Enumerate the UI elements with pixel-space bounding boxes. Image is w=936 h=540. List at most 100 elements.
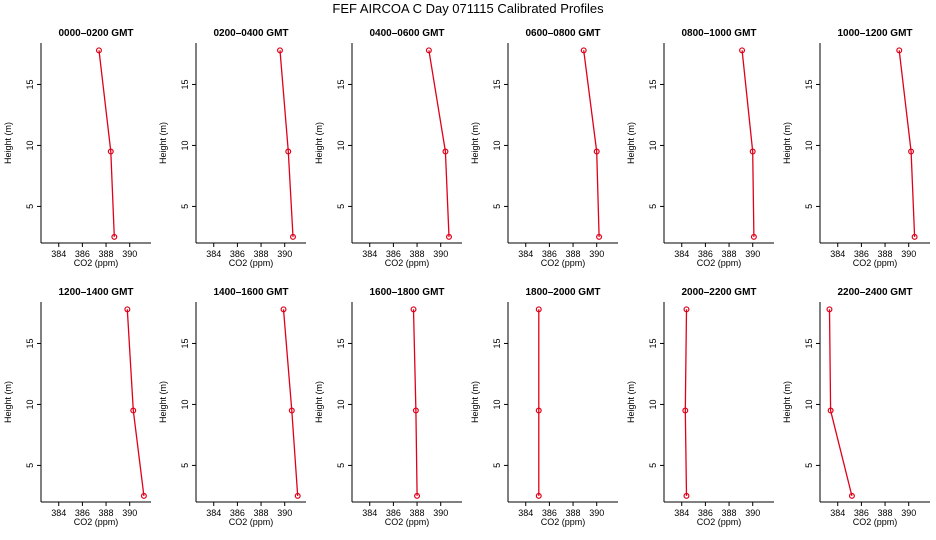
x-axis-label: CO2 (ppm) [541, 517, 586, 527]
panel-title: 0400–0600 GMT [369, 28, 444, 39]
x-tick-label: 390 [745, 508, 760, 518]
data-point [95, 47, 102, 54]
y-tick-label: 10 [336, 399, 346, 409]
y-axis-label: Height (m) [782, 381, 792, 423]
data-point [280, 306, 287, 313]
x-tick-label: 384 [674, 508, 689, 518]
x-axis-label: CO2 (ppm) [74, 517, 119, 527]
y-tick-label: 5 [648, 463, 658, 468]
x-tick-label: 386 [542, 508, 557, 518]
chart-title: FEF AIRCOA C Day 071115 Calibrated Profi… [332, 1, 604, 16]
x-tick-label: 390 [277, 249, 292, 259]
y-tick-label: 15 [336, 338, 346, 348]
y-axis-label: Height (m) [470, 381, 480, 423]
y-axis-label: Height (m) [158, 122, 168, 164]
y-tick-label: 10 [25, 399, 35, 409]
data-point [826, 306, 833, 313]
x-tick-label: 386 [854, 249, 869, 259]
x-axis-label: CO2 (ppm) [229, 517, 274, 527]
y-tick-label: 15 [25, 338, 35, 348]
data-point [285, 148, 292, 155]
y-tick-label: 10 [804, 399, 814, 409]
x-tick-label: 386 [542, 249, 557, 259]
y-tick-label: 5 [648, 204, 658, 209]
x-tick-label: 388 [566, 508, 581, 518]
y-tick-label: 10 [648, 140, 658, 150]
x-axis-label: CO2 (ppm) [385, 258, 430, 268]
data-point [739, 47, 746, 54]
data-point [593, 148, 600, 155]
y-axis-label: Height (m) [3, 122, 13, 164]
x-axis-label: CO2 (ppm) [74, 258, 119, 268]
y-tick-label: 5 [25, 463, 35, 468]
x-axis-label: CO2 (ppm) [853, 517, 898, 527]
x-tick-label: 390 [433, 249, 448, 259]
x-tick-label: 386 [698, 508, 713, 518]
y-axis-label: Height (m) [314, 122, 324, 164]
x-tick-label: 390 [901, 508, 916, 518]
y-tick-label: 10 [180, 140, 190, 150]
x-tick-label: 386 [230, 508, 245, 518]
data-point [911, 233, 918, 240]
data-point [107, 148, 114, 155]
x-tick-label: 388 [878, 249, 893, 259]
x-tick-label: 388 [722, 249, 737, 259]
profile-line [583, 50, 600, 237]
x-axis-label: CO2 (ppm) [697, 258, 742, 268]
panel-title: 1200–1400 GMT [58, 287, 133, 298]
x-tick-label: 390 [589, 249, 604, 259]
x-tick-label: 386 [386, 249, 401, 259]
data-point [827, 407, 834, 414]
x-tick-label: 388 [878, 508, 893, 518]
y-tick-label: 15 [336, 79, 346, 89]
x-tick-label: 384 [51, 249, 66, 259]
profile-line [684, 309, 688, 496]
x-tick-label: 390 [589, 508, 604, 518]
y-tick-label: 5 [336, 463, 346, 468]
x-tick-label: 390 [122, 508, 137, 518]
panel-title: 2200–2400 GMT [837, 287, 912, 298]
data-point [682, 407, 689, 414]
data-point [683, 306, 690, 313]
y-tick-label: 10 [336, 140, 346, 150]
panel-title: 1800–2000 GMT [525, 287, 600, 298]
x-tick-label: 384 [830, 508, 845, 518]
y-tick-label: 15 [180, 79, 190, 89]
data-point [294, 492, 301, 499]
y-tick-label: 5 [492, 204, 502, 209]
x-tick-label: 386 [386, 508, 401, 518]
y-axis-label: Height (m) [626, 122, 636, 164]
y-axis-label: Height (m) [626, 381, 636, 423]
x-tick-label: 388 [254, 508, 269, 518]
data-point [683, 492, 690, 499]
y-axis-label: Height (m) [782, 122, 792, 164]
y-axis-label: Height (m) [314, 381, 324, 423]
profile-line [428, 50, 450, 237]
data-point [414, 492, 421, 499]
profile-line [898, 50, 916, 237]
x-tick-label: 384 [206, 508, 221, 518]
data-point [580, 47, 587, 54]
profile-line [279, 50, 294, 237]
y-tick-label: 10 [648, 399, 658, 409]
profile-line [282, 309, 299, 496]
data-point [442, 148, 449, 155]
y-tick-label: 5 [180, 204, 190, 209]
data-point [749, 148, 756, 155]
x-tick-label: 384 [362, 249, 377, 259]
data-point [535, 306, 542, 313]
x-tick-label: 384 [518, 508, 533, 518]
y-tick-label: 10 [492, 140, 502, 150]
y-tick-label: 15 [180, 338, 190, 348]
y-axis-label: Height (m) [158, 381, 168, 423]
data-point [596, 233, 603, 240]
data-point [445, 233, 452, 240]
